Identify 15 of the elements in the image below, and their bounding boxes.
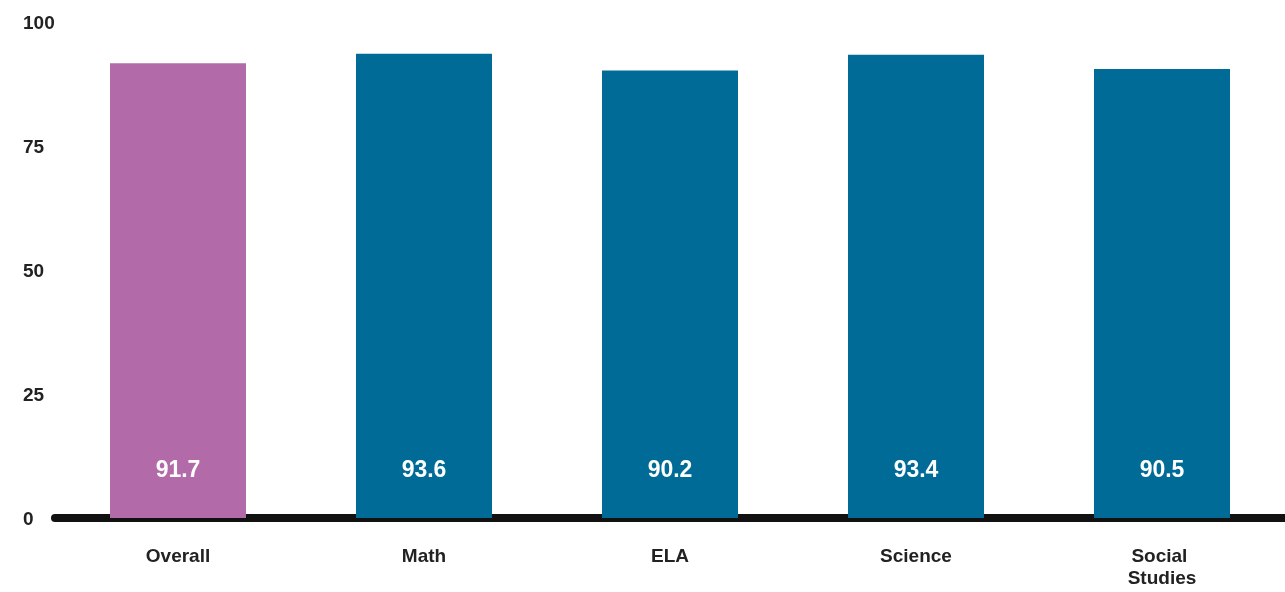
x-tick-label: Overall — [145, 544, 211, 566]
y-tick-label: 100 — [23, 11, 55, 33]
x-tick-label: ELA — [651, 544, 690, 566]
y-tick-label: 75 — [23, 135, 45, 157]
x-tick-label: Social Studies — [1127, 544, 1197, 588]
y-tick-label: 0 — [23, 507, 34, 529]
data-label: 90.5 — [1139, 455, 1185, 482]
y-tick-label: 50 — [23, 259, 45, 281]
data-label: 93.6 — [401, 455, 447, 482]
data-label: 91.7 — [155, 455, 201, 482]
y-tick-label: 25 — [23, 383, 45, 405]
data-label: 90.2 — [647, 455, 693, 482]
data-label: 93.4 — [893, 455, 939, 482]
x-tick-label: Science — [880, 544, 952, 566]
x-tick-label: Math — [401, 544, 447, 566]
